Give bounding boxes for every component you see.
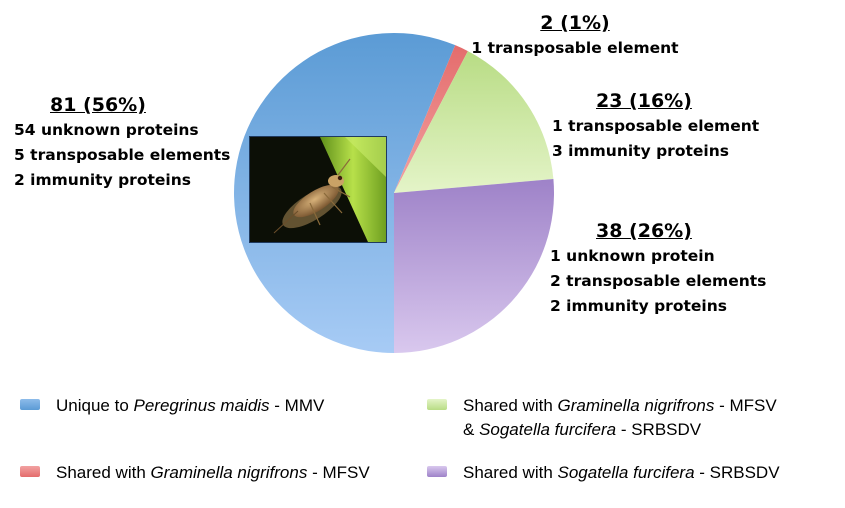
legend-swatch — [427, 399, 447, 410]
callout-mfsv-line: 1 transposable element — [471, 39, 679, 57]
callout-mfsv-head: 2 (1%) — [540, 12, 610, 34]
callout-mfsv: 2 (1%) 1 transposable element — [465, 10, 685, 61]
legend-label-line2: & Sogatella furcifera - SRBSDV — [463, 420, 702, 439]
legend-label: Unique to Peregrinus maidis - MMV — [56, 396, 325, 415]
callout-srbsdv-line: 2 transposable elements — [550, 272, 767, 290]
callout-mfsv-srbsdv-head: 23 (16%) — [596, 90, 692, 112]
pie-slice-srbsdv — [394, 179, 554, 353]
legend-label: Shared with Graminella nigrifrons - MFSV — [463, 396, 777, 415]
callout-mfsv-srbsdv-line: 3 immunity proteins — [552, 142, 729, 160]
legend-label: Shared with Sogatella furcifera - SRBSDV — [463, 463, 780, 482]
callout-srbsdv-line: 2 immunity proteins — [550, 297, 727, 315]
callout-unique-line: 5 transposable elements — [14, 146, 231, 164]
planthopper-photo — [249, 136, 387, 243]
pie-slice-mfsv-srbsdv — [394, 51, 554, 194]
callout-unique-head: 81 (56%) — [50, 94, 146, 116]
legend-swatch — [20, 399, 40, 410]
callout-unique-line: 2 immunity proteins — [14, 171, 191, 189]
pie-slice-mfsv — [394, 45, 468, 193]
callout-srbsdv-head: 38 (26%) — [596, 220, 692, 242]
callout-unique: 81 (56%) 54 unknown proteins 5 transposa… — [14, 92, 234, 193]
callout-unique-line: 54 unknown proteins — [14, 121, 199, 139]
callout-srbsdv-line: 1 unknown protein — [550, 247, 715, 265]
legend-swatch — [427, 466, 447, 477]
callout-mfsv-srbsdv-line: 1 transposable element — [552, 117, 760, 135]
legend-swatch — [20, 466, 40, 477]
legend-label: Shared with Graminella nigrifrons - MFSV — [56, 463, 370, 482]
callout-mfsv-srbsdv: 23 (16%) 1 transposable element 3 immuni… — [552, 88, 782, 164]
callout-srbsdv: 38 (26%) 1 unknown protein 2 transposabl… — [550, 218, 790, 319]
